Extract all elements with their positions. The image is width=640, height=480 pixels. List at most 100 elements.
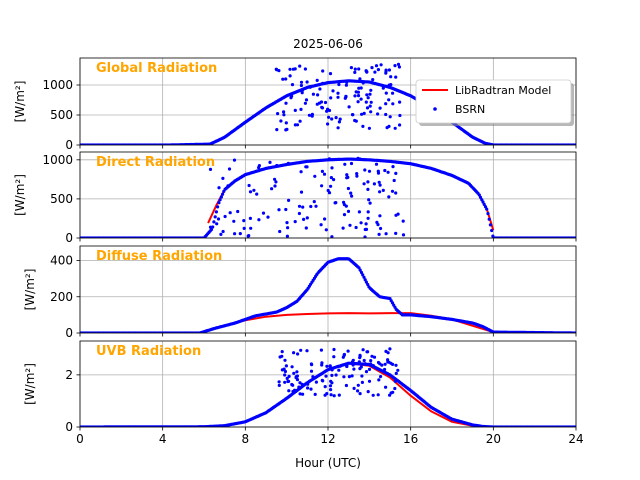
bsrn-point (310, 363, 314, 367)
bsrn-point (313, 392, 317, 396)
bsrn-point (346, 209, 351, 213)
bsrn-point (337, 368, 341, 372)
bsrn-point (359, 270, 364, 275)
panel-uvb: 020 4 8 12 16 20 24[W/m²]UVB Radiation (23, 340, 584, 446)
bsrn-point (366, 96, 370, 100)
bsrn-point (232, 219, 236, 223)
bsrn-point (371, 393, 375, 397)
bsrn-point (283, 380, 287, 384)
bsrn-point (208, 225, 213, 229)
bsrn-point (361, 81, 365, 85)
bsrn-point (384, 385, 388, 389)
bsrn-point (284, 121, 288, 125)
bsrn-point (288, 74, 292, 78)
bsrn-point (364, 227, 369, 231)
bsrn-point (376, 112, 380, 116)
bsrn-point (380, 363, 384, 367)
bsrn-point (221, 176, 225, 180)
bsrn-point (284, 77, 288, 81)
bsrn-point (368, 201, 372, 205)
bsrn-point (320, 361, 324, 365)
bsrn-point (277, 380, 281, 384)
bsrn-point (369, 100, 373, 104)
bsrn-point (216, 205, 220, 209)
bsrn-point (379, 226, 383, 231)
bsrn-point (213, 215, 217, 219)
bsrn-point (358, 77, 362, 81)
bsrn-point (391, 165, 395, 169)
bsrn-point (351, 113, 355, 117)
bsrn-point (344, 83, 348, 87)
bsrn-point (219, 232, 223, 236)
bsrn-point (374, 162, 379, 166)
y-tick-label: 200 (50, 290, 73, 304)
bsrn-point (376, 360, 381, 365)
bsrn-point (282, 110, 286, 114)
bsrn-point (398, 113, 402, 118)
panel-label: Diffuse Radiation (96, 249, 222, 264)
bsrn-point (293, 67, 297, 71)
bsrn-point (397, 65, 401, 69)
bsrn-point (485, 207, 489, 211)
bsrn-point (333, 201, 337, 205)
bsrn-point (283, 373, 287, 377)
bsrn-point (362, 111, 366, 115)
x-tick-label: 16 (403, 432, 418, 446)
bsrn-point (354, 119, 358, 123)
bsrn-point (366, 210, 370, 214)
bsrn-point (334, 373, 338, 377)
bsrn-point (257, 218, 261, 222)
bsrn-point (321, 69, 325, 73)
bsrn-point (362, 275, 366, 279)
bsrn-point (361, 273, 365, 277)
bsrn-point (329, 393, 333, 397)
y-tick-label: 400 (50, 254, 73, 268)
bsrn-point (363, 235, 367, 238)
bsrn-point (348, 223, 352, 227)
bsrn-point (357, 360, 361, 364)
bsrn-point (368, 92, 372, 96)
bsrn-point (377, 378, 381, 382)
bsrn-point (384, 112, 388, 117)
bsrn-point (332, 394, 336, 398)
y-tick-label: 0 (65, 326, 73, 340)
bsrn-point (288, 67, 292, 71)
bsrn-point (314, 380, 318, 384)
bsrn-point (364, 370, 369, 374)
bsrn-point (384, 71, 388, 75)
bsrn-point (394, 363, 398, 367)
y-tick-label: 2 (65, 368, 73, 382)
bsrn-point (332, 355, 336, 359)
bsrn-point (377, 180, 381, 184)
legend: LibRadtran Model BSRN (415, 79, 574, 126)
bsrn-point (342, 375, 346, 379)
bsrn-point (337, 82, 341, 87)
bsrn-point (217, 201, 221, 205)
bsrn-point (284, 101, 288, 105)
model-line (203, 312, 494, 333)
bsrn-point (389, 75, 393, 79)
bsrn-point (359, 97, 363, 101)
bsrn-point (361, 124, 365, 128)
bsrn-point (347, 375, 351, 379)
bsrn-point (378, 190, 382, 194)
bsrn-point (387, 68, 391, 72)
panel-data (80, 347, 576, 427)
bsrn-point (283, 369, 287, 374)
bsrn-point (370, 66, 374, 70)
x-axis-label: Hour (UTC) (295, 456, 361, 470)
x-tick-label: 8 (242, 432, 250, 446)
bsrn-point (353, 70, 357, 74)
bsrn-point (356, 90, 360, 94)
bsrn-point (394, 191, 398, 195)
bsrn-point (319, 348, 323, 352)
bsrn-point (326, 107, 330, 111)
panel-global: 0 500 1000 [W/m²] Global Radiation (13, 57, 577, 152)
bsrn-point (358, 367, 362, 371)
bsrn-point (285, 234, 289, 238)
x-tick-label: 0 (76, 432, 84, 446)
bsrn-point (306, 382, 310, 386)
bsrn-point (286, 379, 290, 384)
bsrn-point (344, 383, 348, 388)
bsrn-point (364, 100, 368, 104)
